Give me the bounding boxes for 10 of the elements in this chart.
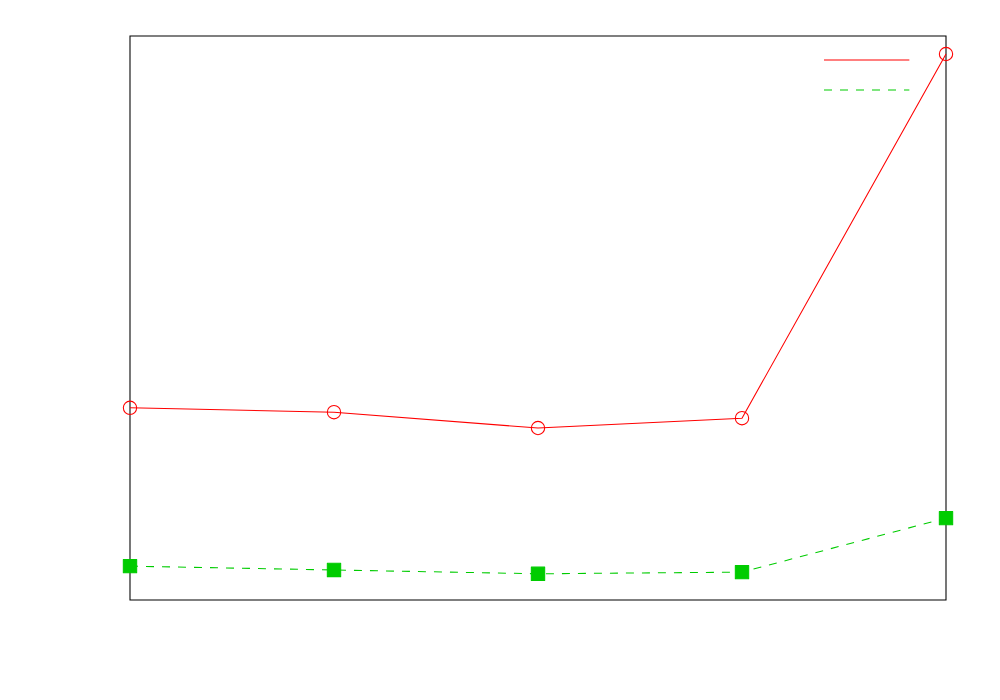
point [938,46,954,62]
point [530,420,546,436]
point [734,410,750,426]
point [122,558,138,574]
point [326,404,342,420]
point [938,510,954,526]
point [326,562,342,578]
point [530,566,546,581]
point [734,564,750,580]
point [122,400,138,416]
